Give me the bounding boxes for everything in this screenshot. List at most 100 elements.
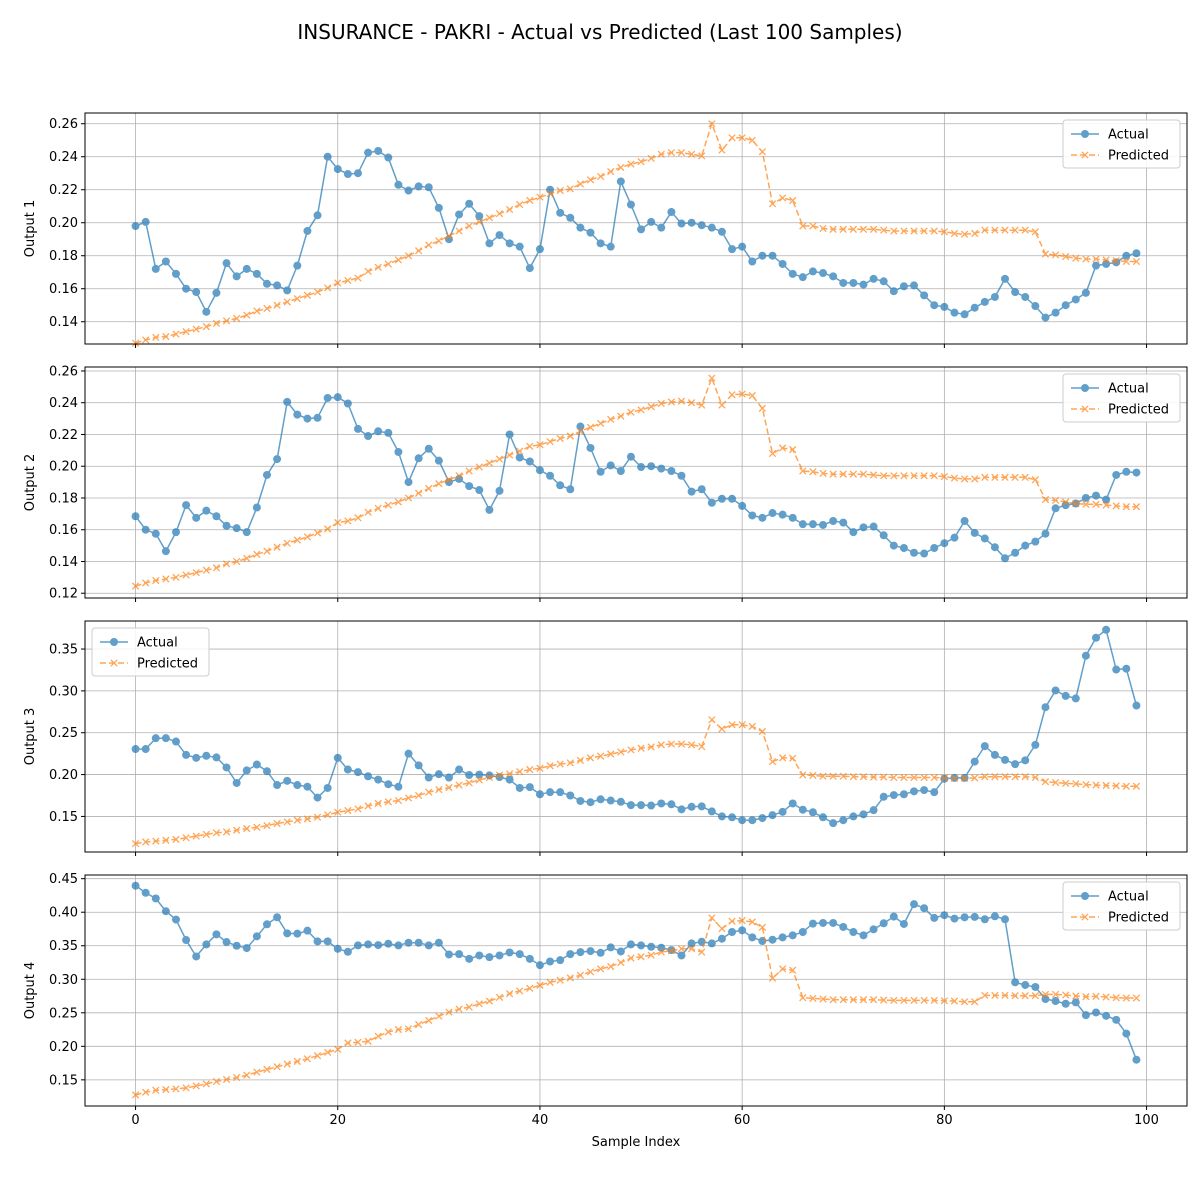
data-point bbox=[333, 753, 342, 762]
data-point bbox=[212, 829, 221, 837]
data-point bbox=[151, 529, 160, 538]
data-point bbox=[819, 520, 828, 529]
data-point bbox=[1092, 500, 1100, 508]
series-line bbox=[135, 718, 1137, 845]
data-point bbox=[899, 282, 908, 291]
data-point bbox=[354, 274, 362, 282]
data-point bbox=[819, 918, 828, 927]
data-point bbox=[1011, 548, 1020, 557]
data-point bbox=[637, 406, 645, 414]
data-point bbox=[677, 945, 686, 953]
data-point bbox=[374, 1032, 382, 1040]
data-point bbox=[222, 259, 231, 268]
data-point bbox=[414, 489, 423, 497]
data-point bbox=[971, 998, 979, 1006]
data-point bbox=[980, 534, 989, 543]
data-point bbox=[667, 398, 676, 406]
data-point bbox=[283, 298, 291, 306]
data-point bbox=[536, 441, 544, 449]
data-point bbox=[354, 1038, 362, 1046]
data-point bbox=[505, 239, 514, 248]
data-point bbox=[424, 773, 433, 782]
data-point bbox=[172, 1085, 180, 1093]
data-point bbox=[808, 808, 817, 817]
data-point bbox=[880, 773, 888, 781]
data-point bbox=[323, 525, 332, 533]
data-point bbox=[647, 217, 656, 226]
data-point bbox=[889, 287, 898, 296]
data-point bbox=[677, 219, 686, 228]
data-point bbox=[444, 773, 453, 782]
y-tick-label: 0.22 bbox=[49, 428, 78, 443]
data-point bbox=[900, 472, 908, 480]
series-actual bbox=[131, 146, 1141, 322]
data-point bbox=[839, 816, 848, 825]
data-point bbox=[232, 524, 241, 533]
data-point bbox=[283, 286, 292, 295]
data-point bbox=[1062, 779, 1070, 788]
series-line bbox=[135, 885, 1138, 1060]
data-point bbox=[293, 816, 301, 824]
y-tick-label: 0.24 bbox=[49, 396, 78, 411]
data-point bbox=[799, 771, 807, 779]
data-point bbox=[930, 227, 938, 235]
data-point bbox=[262, 470, 271, 479]
data-point bbox=[778, 194, 787, 202]
data-point bbox=[516, 767, 524, 776]
data-point bbox=[353, 768, 362, 777]
data-point bbox=[273, 543, 281, 551]
data-point bbox=[1112, 502, 1120, 510]
data-point bbox=[171, 269, 180, 278]
data-point bbox=[1061, 999, 1070, 1008]
legend-handle-predicted bbox=[1071, 151, 1099, 159]
data-point bbox=[1122, 503, 1130, 511]
data-point bbox=[212, 753, 221, 762]
data-point bbox=[1041, 778, 1050, 786]
legend: Actual Predicted bbox=[91, 627, 210, 677]
data-point bbox=[617, 958, 625, 967]
data-point bbox=[576, 948, 585, 957]
data-point bbox=[384, 501, 392, 509]
data-point bbox=[899, 919, 908, 928]
data-point bbox=[647, 743, 655, 751]
data-point bbox=[596, 795, 605, 804]
data-point bbox=[738, 916, 746, 925]
data-point bbox=[657, 399, 665, 408]
data-point bbox=[525, 264, 534, 273]
data-point bbox=[131, 1091, 140, 1099]
data-point bbox=[404, 938, 413, 947]
data-point bbox=[981, 473, 989, 481]
y-tick-label: 0.35 bbox=[49, 939, 78, 954]
data-point bbox=[1001, 274, 1010, 283]
data-point bbox=[536, 981, 544, 989]
data-point bbox=[444, 478, 453, 487]
data-point bbox=[819, 469, 827, 478]
data-point bbox=[768, 509, 777, 518]
data-point bbox=[151, 894, 160, 903]
data-point bbox=[970, 757, 979, 766]
data-point bbox=[728, 391, 736, 399]
data-point bbox=[303, 226, 312, 235]
data-point bbox=[162, 1085, 170, 1094]
data-point bbox=[202, 506, 211, 515]
data-point bbox=[1092, 1008, 1101, 1017]
data-point bbox=[192, 568, 200, 577]
data-point bbox=[142, 336, 150, 344]
series-predicted bbox=[131, 374, 1141, 590]
data-point bbox=[596, 948, 605, 957]
data-point bbox=[283, 818, 291, 826]
data-point bbox=[626, 452, 635, 461]
legend: Actual Predicted bbox=[1062, 881, 1181, 931]
data-point bbox=[516, 447, 524, 455]
data-point bbox=[728, 927, 737, 936]
series-actual bbox=[131, 625, 1141, 828]
data-point bbox=[505, 770, 514, 778]
data-point bbox=[1041, 703, 1050, 712]
data-point bbox=[516, 987, 524, 995]
data-point bbox=[829, 918, 838, 927]
data-point bbox=[940, 472, 949, 481]
data-point bbox=[495, 231, 504, 240]
data-point bbox=[283, 539, 291, 547]
data-point bbox=[505, 451, 514, 459]
data-point bbox=[1031, 537, 1040, 546]
